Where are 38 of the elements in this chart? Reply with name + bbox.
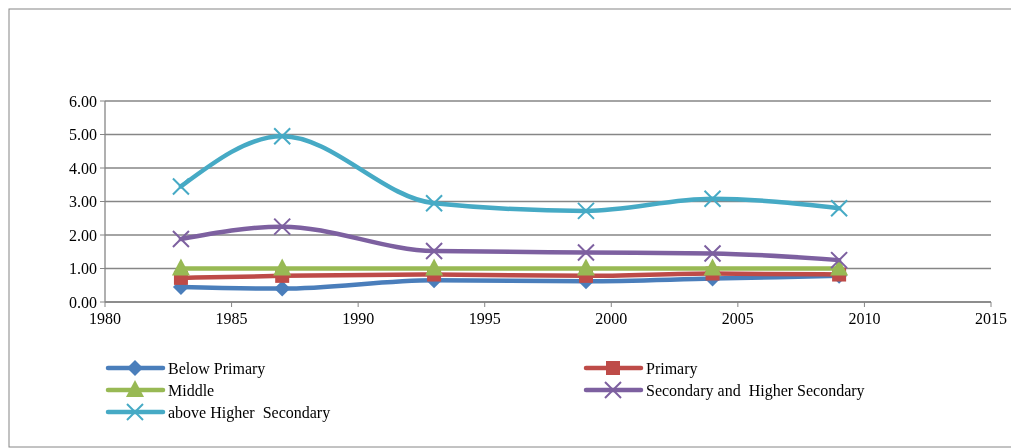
legend-label: Primary [646,359,698,378]
legend-label: above Higher Secondary [168,403,331,422]
point [273,258,292,276]
x-tick-label: 1980 [89,310,121,327]
point [703,258,722,276]
point [273,127,292,146]
y-tick-label: 3.00 [69,193,97,211]
point [425,194,444,213]
y-tick-label: 4.00 [69,159,97,177]
point [171,177,190,196]
x-tick-label: 2005 [721,310,754,327]
point [273,217,292,236]
x-tick-label: 2010 [848,310,881,327]
x-tick-label: 2000 [595,310,628,327]
point [703,189,722,208]
point [171,230,190,249]
point [576,243,595,262]
legend-label: Below Primary [168,359,266,378]
legend-label: Middle [168,381,215,399]
y-tick-label: 5.00 [69,126,97,144]
point [576,258,595,276]
y-tick-label: 0.00 [69,293,97,311]
point [425,258,444,276]
y-tick-label: 1.00 [69,260,97,278]
x-tick-label: 1985 [215,310,248,327]
point [703,244,722,263]
x-tick-label: 1990 [342,310,375,327]
point [830,251,849,270]
point [830,199,849,218]
x-tick-label: 1995 [468,310,501,327]
point [425,242,444,261]
x-tick-label: 2015 [975,310,1007,327]
point [274,280,291,297]
legend-label: Secondary and Higher Secondary [646,381,865,400]
y-tick-label: 2.00 [69,226,97,244]
point [576,201,595,220]
point [171,258,190,276]
y-tick-label: 6.00 [69,92,97,110]
